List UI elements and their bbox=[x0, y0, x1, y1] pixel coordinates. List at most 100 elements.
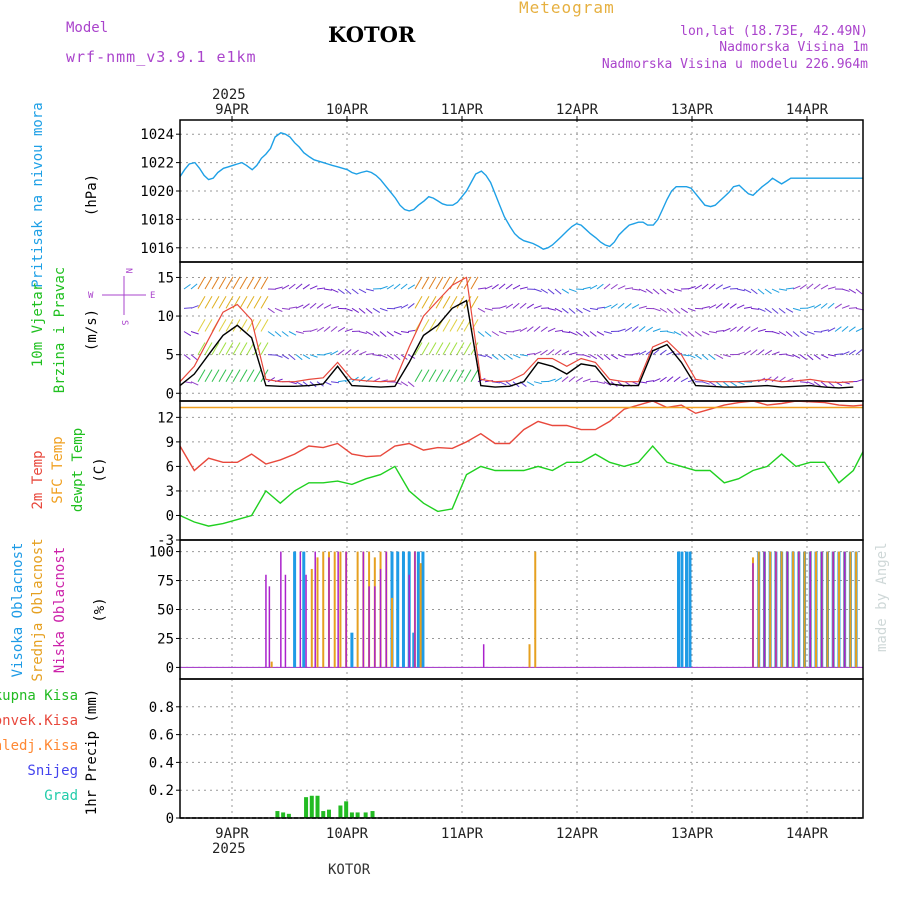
wind-arrow bbox=[631, 304, 640, 309]
wind-arrow bbox=[288, 354, 296, 361]
compass-e: E bbox=[150, 291, 155, 301]
wind-arrow bbox=[568, 288, 577, 293]
wind-arrow bbox=[652, 288, 660, 295]
cloud-bar-low bbox=[265, 574, 267, 668]
wind-arrow bbox=[554, 288, 562, 295]
cloud-bar-low bbox=[775, 551, 777, 668]
wind-arrow bbox=[757, 307, 766, 312]
cloud-bar-mid bbox=[356, 551, 359, 668]
cloud-bar-low bbox=[809, 551, 812, 668]
pressure-ytick-label: 1016 bbox=[140, 241, 174, 257]
wind-arrow bbox=[491, 331, 500, 337]
temperature-series-dewpoint bbox=[179, 444, 864, 527]
lonlat-info: lon,lat (18.73E, 42.49N) bbox=[680, 24, 868, 39]
model-label: Model bbox=[66, 20, 109, 36]
wind-unit: (m/s) bbox=[84, 309, 100, 351]
wind-arrow bbox=[764, 288, 772, 295]
wind-arrow bbox=[442, 319, 451, 332]
wind-arrow bbox=[617, 354, 626, 358]
wind-arrow bbox=[253, 319, 262, 332]
wind-arrow bbox=[743, 306, 752, 309]
wind-arrow bbox=[659, 288, 667, 295]
wind-arrow bbox=[302, 303, 310, 309]
wind-arrow bbox=[792, 331, 800, 337]
wind-arrow bbox=[680, 377, 689, 383]
wind-arrow bbox=[778, 288, 787, 291]
wind-arrow bbox=[722, 381, 730, 388]
wind-arrow bbox=[848, 326, 856, 332]
wind-arrow bbox=[505, 354, 513, 360]
wind-arrow bbox=[827, 302, 835, 309]
wind-arrow bbox=[813, 303, 822, 309]
wind-arrow bbox=[281, 331, 289, 337]
wind-arrow bbox=[337, 288, 345, 295]
wind-arrow bbox=[736, 325, 744, 332]
precip-bar bbox=[286, 813, 291, 818]
wind-arrow bbox=[631, 288, 640, 291]
wind-arrow bbox=[771, 307, 779, 314]
wind-arrow bbox=[491, 284, 499, 290]
wind-arrow bbox=[540, 349, 548, 356]
cloud-bar-mid bbox=[316, 557, 319, 668]
wind-arrow bbox=[344, 349, 352, 356]
wind-arrow bbox=[820, 381, 828, 388]
wind-arrow bbox=[533, 325, 541, 332]
wind-arrow bbox=[512, 302, 520, 309]
wind-arrow bbox=[386, 354, 394, 360]
wind-arrow bbox=[393, 354, 401, 361]
wind-arrow bbox=[225, 369, 234, 382]
wind-arrow bbox=[701, 354, 709, 361]
wind-arrow bbox=[806, 305, 815, 309]
wind-arrow bbox=[225, 295, 234, 309]
meteogram-title: Meteogram bbox=[519, 0, 615, 17]
wind-arrow bbox=[253, 369, 262, 382]
precip-legend-item: Konvek.Kisa bbox=[0, 713, 78, 729]
wind-arrow bbox=[673, 331, 682, 336]
cloud-bar-mid bbox=[757, 551, 760, 668]
wind-arrow bbox=[246, 319, 255, 332]
precip-bar bbox=[321, 811, 326, 818]
cloud-bar-mid bbox=[780, 551, 783, 668]
cloud-bar-high bbox=[396, 551, 400, 668]
wind-arrow bbox=[806, 283, 814, 290]
wind-arrow bbox=[183, 307, 193, 309]
wind-arrow bbox=[736, 351, 745, 356]
wind-arrow bbox=[302, 284, 310, 290]
wind-arrow bbox=[498, 331, 507, 335]
wind-arrow bbox=[827, 354, 836, 357]
wind-arrow bbox=[554, 329, 563, 332]
wind-arrow bbox=[701, 283, 709, 290]
wind-arrow bbox=[785, 354, 794, 357]
wind-arrow bbox=[260, 295, 269, 309]
wind-arrow bbox=[610, 354, 619, 360]
top-date-label: 13APR bbox=[671, 102, 714, 118]
cloud-ytick-label: 25 bbox=[157, 631, 174, 647]
precip-bar bbox=[326, 809, 331, 818]
precip-ytick-label: 0 bbox=[166, 811, 174, 827]
wind-arrow bbox=[561, 288, 570, 294]
wind-arrow bbox=[757, 288, 765, 295]
wind-arrow bbox=[673, 376, 681, 383]
wind-arrow bbox=[372, 331, 380, 337]
wind-arrow bbox=[330, 305, 339, 309]
cloud-bar-low bbox=[832, 551, 834, 668]
wind-arrow bbox=[596, 381, 605, 385]
wind-arrow bbox=[414, 295, 423, 309]
wind-arrow bbox=[190, 283, 198, 290]
precip-bar bbox=[281, 812, 286, 818]
wind-arrow bbox=[337, 379, 346, 383]
wind-arrow bbox=[421, 276, 430, 290]
cloud-ytick-label: 75 bbox=[157, 574, 174, 590]
wind-arrow bbox=[554, 307, 563, 313]
watermark: made by Angel bbox=[874, 542, 890, 652]
top-date-label: 11APR bbox=[441, 102, 484, 118]
wind-arrow bbox=[715, 284, 724, 290]
wind-arrow bbox=[204, 319, 213, 332]
wind-arrow bbox=[197, 319, 206, 332]
cloud-bar-low bbox=[368, 586, 370, 668]
wind-arrow bbox=[778, 331, 787, 337]
wind-arrow bbox=[687, 331, 695, 338]
cloud-bar-mid bbox=[769, 551, 772, 668]
wind-direction-arrows bbox=[183, 276, 864, 388]
